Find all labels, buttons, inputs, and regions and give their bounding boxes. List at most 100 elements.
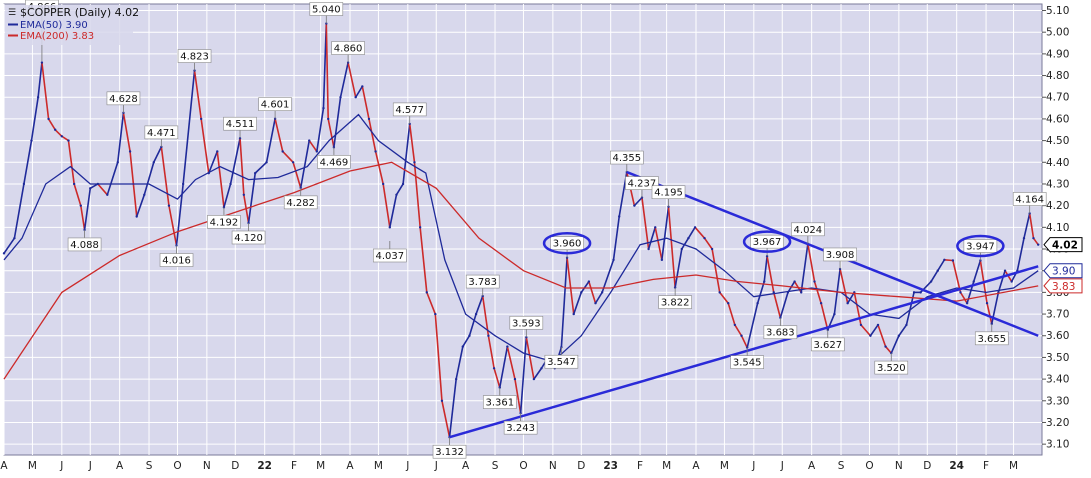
price-point — [254, 171, 257, 175]
x-tick-label: J — [88, 460, 92, 472]
callout-box — [874, 360, 909, 375]
callout-label: 4.823 — [180, 52, 209, 63]
price-segment — [168, 205, 178, 246]
price-point — [965, 302, 969, 305]
price-segment — [265, 118, 276, 163]
price-point — [381, 182, 385, 186]
price-point — [374, 150, 377, 153]
price-point — [718, 291, 721, 294]
callout-box — [258, 97, 292, 112]
callout-label: 3.243 — [506, 423, 535, 434]
price-segment — [997, 270, 1006, 293]
price-segment — [413, 162, 421, 228]
price-point — [580, 291, 583, 294]
price-segment — [122, 112, 131, 152]
price-segment — [462, 335, 471, 348]
price-point — [660, 258, 664, 262]
chart-menu-icon: ☰ — [8, 8, 16, 18]
callout-box — [651, 185, 686, 200]
price-point — [687, 236, 690, 240]
price-point — [461, 345, 465, 348]
callout-box — [730, 355, 764, 369]
price-segment — [308, 140, 318, 152]
price-segment — [719, 291, 729, 304]
price-segment — [1023, 213, 1031, 239]
y-tick-label: 3.10 — [1046, 439, 1069, 451]
price-point — [487, 334, 490, 337]
price-point — [763, 280, 766, 283]
callout-box — [763, 325, 798, 340]
price-segment — [877, 324, 887, 347]
price-point — [912, 291, 916, 294]
price-point — [167, 204, 171, 207]
price-segment — [1032, 237, 1039, 246]
price-segment — [661, 206, 670, 260]
last-value-tag-box — [1043, 237, 1083, 253]
price-segment — [355, 85, 364, 98]
callout-label: 4.860 — [334, 44, 363, 55]
price-point — [779, 316, 782, 319]
price-point — [413, 161, 416, 164]
price-segment — [292, 162, 302, 189]
price-point — [727, 302, 730, 305]
price-point — [513, 377, 517, 381]
price-segment — [216, 151, 225, 208]
trendline — [449, 265, 1039, 439]
x-tick-label: J — [751, 460, 755, 472]
callout-label: 3.947 — [966, 242, 995, 253]
price-segment — [580, 281, 590, 293]
price-segment — [419, 227, 428, 293]
price-segment — [1028, 213, 1035, 239]
price-point — [40, 61, 44, 64]
price-point — [135, 215, 138, 218]
legend-entry: EMA(200) 3.83 — [20, 31, 94, 42]
price-segment — [612, 216, 621, 260]
price-segment — [594, 291, 603, 304]
callout-box — [465, 274, 500, 289]
callout-label: 4.164 — [1015, 194, 1044, 205]
callout-label: 3.783 — [468, 277, 497, 288]
price-segment — [793, 281, 802, 293]
price-segment — [282, 150, 294, 163]
x-tick-label: D — [923, 460, 931, 472]
y-tick-label: 5.00 — [1046, 27, 1069, 39]
callout-label: 3.960 — [553, 239, 582, 250]
callout-box — [392, 102, 427, 117]
price-point — [1022, 236, 1026, 240]
callout-box — [106, 91, 141, 106]
price-point — [291, 161, 295, 164]
price-point — [959, 291, 962, 294]
price-point — [703, 236, 706, 240]
callout-box — [791, 222, 825, 237]
callout-label: 3.655 — [977, 334, 1006, 345]
callout-label: 4.282 — [286, 198, 315, 209]
price-point — [897, 334, 901, 337]
price-segment — [223, 183, 232, 208]
callout-box — [974, 331, 1009, 346]
price-point — [1003, 269, 1007, 272]
price-point — [693, 226, 697, 229]
price-point — [116, 161, 119, 164]
price-segment — [633, 197, 643, 207]
price-segment — [860, 324, 872, 337]
price-point — [532, 377, 536, 381]
price-segment — [455, 346, 464, 380]
callout-box — [283, 195, 318, 210]
price-segment — [247, 173, 256, 224]
price-point — [710, 247, 714, 251]
price-segment — [763, 256, 768, 282]
x-tick-label: 23 — [603, 460, 618, 472]
callout-label: 4.471 — [147, 128, 176, 139]
price-point — [985, 302, 989, 305]
x-tick-label: A — [0, 460, 8, 472]
price-segment — [395, 183, 404, 196]
x-tick-label: A — [462, 460, 470, 472]
price-segment — [533, 367, 543, 380]
price-point — [401, 182, 405, 186]
price-point — [315, 150, 319, 153]
callout-box — [482, 395, 517, 409]
price-segment — [869, 324, 879, 337]
price-point — [199, 117, 203, 121]
price-segment — [3, 237, 16, 254]
